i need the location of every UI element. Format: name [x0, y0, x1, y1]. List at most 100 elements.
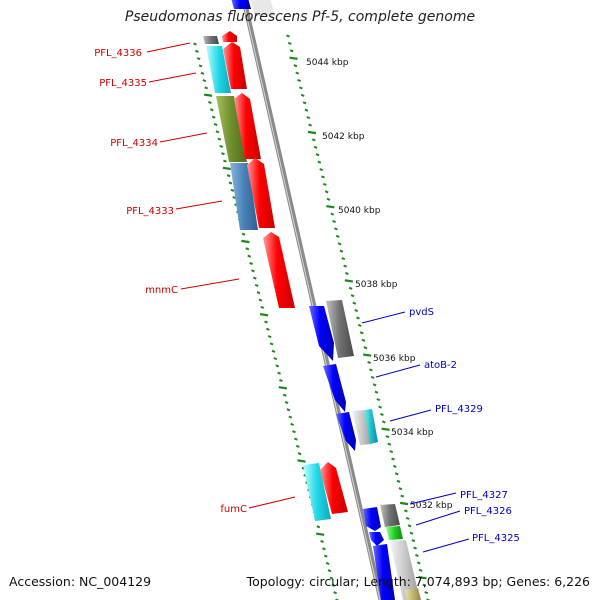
- scale-tick: [315, 153, 320, 157]
- scale-tick: [354, 309, 359, 313]
- scale-tick: [289, 56, 298, 60]
- scale-tick: [217, 137, 222, 141]
- scale-tick: [271, 349, 276, 353]
- scale-tick: [208, 100, 212, 105]
- scale-tick: [267, 335, 272, 339]
- scale-tick: [356, 316, 360, 320]
- scale-tick: [357, 323, 362, 327]
- scale-label-5044: 5044 kbp: [306, 58, 349, 68]
- gene-label-pfl4327: PFL_4327: [460, 490, 508, 501]
- scale-tick: [286, 34, 290, 38]
- scale-tick: [361, 338, 366, 342]
- genome-summary-text: Topology: circular; Length: 7,074,893 bp…: [246, 574, 590, 589]
- scale-tick: [260, 305, 265, 309]
- scale-tick: [380, 412, 384, 417]
- scale-tick: [333, 591, 337, 595]
- scale-tick: [289, 49, 294, 53]
- scale-tick: [327, 569, 332, 573]
- scale-tick: [352, 301, 357, 305]
- scale-tick: [319, 168, 324, 172]
- cog-block-pfl4327: [380, 504, 400, 527]
- scale-tick: [316, 532, 325, 536]
- scale-tick: [196, 57, 201, 61]
- scale-tick: [316, 525, 321, 529]
- scale-tick: [258, 298, 263, 302]
- scale-tick: [198, 64, 203, 68]
- gene-label-pfl4325: PFL_4325: [472, 533, 520, 544]
- cog-block-pfl4335: [206, 46, 231, 93]
- scale-tick: [308, 123, 312, 127]
- gene-arrow-pvdS: [309, 306, 334, 361]
- scale-tick: [241, 239, 250, 244]
- scale-tick: [297, 452, 302, 456]
- scale-tick: [295, 71, 300, 75]
- scale-label-5038: 5038 kbp: [355, 280, 398, 290]
- scale-tick: [295, 444, 300, 448]
- scale-tick: [266, 327, 270, 331]
- scale-tick: [311, 138, 316, 142]
- scale-tick: [264, 320, 268, 324]
- gene-label-pvdS: pvdS: [409, 307, 434, 318]
- scale-tick: [381, 420, 386, 424]
- scale-tick: [363, 346, 368, 350]
- scale-tick: [344, 279, 353, 283]
- scale-tick: [228, 181, 233, 185]
- gene-arrow-fumC: [320, 462, 348, 514]
- scale-tick: [307, 130, 317, 135]
- scale-tick: [195, 49, 199, 53]
- scale-tick: [290, 422, 295, 426]
- scale-tick: [387, 442, 392, 446]
- scale-tick: [418, 568, 423, 572]
- scale-tick: [299, 86, 303, 90]
- gene-arrow-pfl4329: [336, 412, 356, 451]
- scale-tick: [254, 283, 259, 287]
- scale-tick: [287, 41, 292, 45]
- scale-tick: [247, 254, 252, 258]
- scale-tick: [343, 264, 347, 268]
- scale-tick: [320, 539, 324, 544]
- cog-block-edge: [405, 588, 421, 600]
- cog-ring-right: [326, 300, 421, 600]
- cog-block-fumC: [303, 463, 331, 521]
- scale-tick: [391, 457, 395, 461]
- left-labels: PFL_4336 PFL_4335 PFL_4334 PFL_4333 mnmC…: [94, 48, 247, 515]
- gene-label-pfl4334: PFL_4334: [110, 138, 158, 149]
- scale-labels: 5044 kbp 5042 kbp 5040 kbp 5038 kbp 5036…: [306, 58, 453, 511]
- scale-tick: [398, 487, 403, 491]
- scale-tick: [286, 408, 291, 412]
- scale-tick: [282, 393, 287, 397]
- scale-tick: [337, 242, 342, 246]
- scale-tick: [256, 291, 261, 295]
- scale-tick: [251, 269, 255, 273]
- cog-block-pvdS: [326, 300, 354, 358]
- cog-block-pfl4329b: [364, 409, 378, 444]
- scale-tick: [259, 313, 269, 317]
- scale-tick: [416, 561, 421, 565]
- scale-tick: [424, 591, 429, 595]
- scale-tick: [418, 576, 427, 580]
- right-label-connectors: [361, 311, 470, 553]
- scale-tick: [399, 501, 409, 506]
- scale-tick: [350, 294, 355, 298]
- scale-tick: [321, 175, 325, 179]
- cog-block-pfl4333: [230, 163, 258, 230]
- scale-tick: [269, 342, 274, 346]
- left-label-connectors: [146, 42, 296, 509]
- scale-tick: [288, 415, 293, 419]
- gene-arrow-pfl4335: [223, 42, 247, 89]
- scale-tick: [306, 116, 311, 120]
- scale-tick: [372, 383, 377, 387]
- scale-label-5036: 5036 kbp: [373, 354, 416, 364]
- scale-tick: [415, 553, 419, 558]
- scale-tick: [223, 159, 227, 163]
- scale-tick: [222, 166, 231, 171]
- scale-tick: [302, 101, 307, 105]
- scale-tick: [370, 375, 375, 379]
- scale-tick: [297, 78, 301, 83]
- right-labels: pvdS atoB-2 PFL_4329 PFL_4327 PFL_4326 P…: [409, 307, 520, 544]
- gene-arrow-mnmC: [263, 232, 295, 308]
- scale-tick: [322, 547, 326, 551]
- scale-tick: [293, 64, 298, 68]
- scale-tick: [411, 539, 416, 543]
- scale-tick: [325, 561, 330, 565]
